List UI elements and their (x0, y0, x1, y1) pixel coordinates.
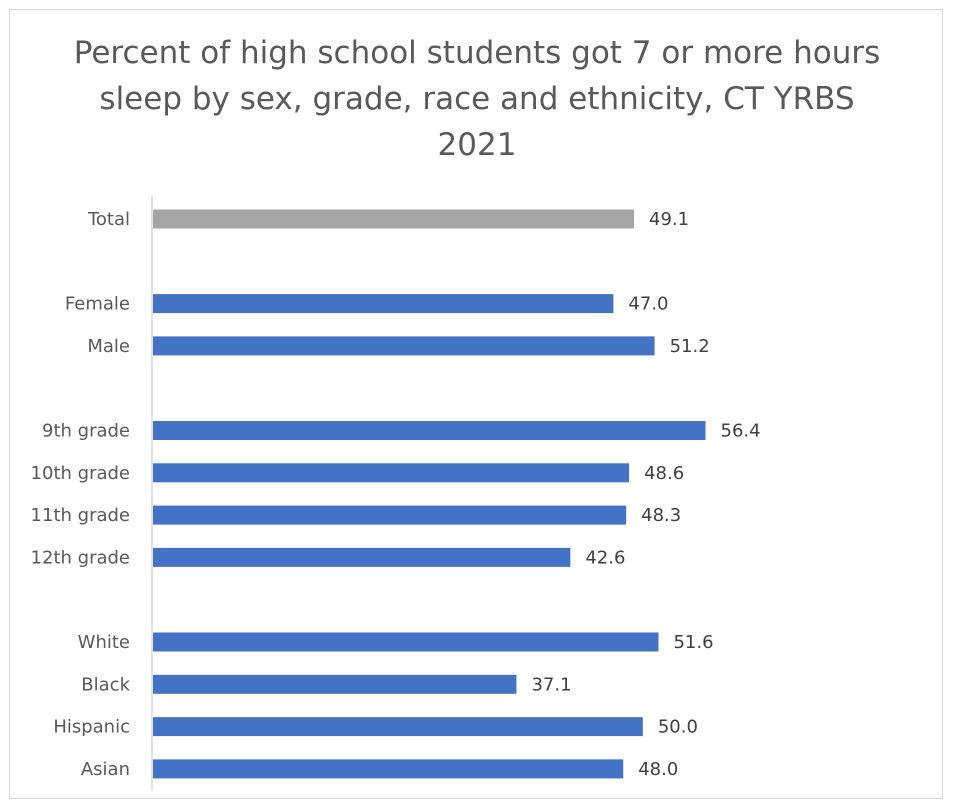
chart-title: Percent of high school students got 7 or… (73, 35, 881, 163)
data-label-12th-grade: 42.6 (585, 547, 625, 568)
data-label-11th-grade: 48.3 (641, 505, 681, 526)
bar-white (153, 632, 659, 652)
bar-male (153, 336, 655, 356)
data-label-asian: 48.0 (638, 759, 678, 780)
bar-female (153, 294, 614, 314)
bar-total (153, 209, 634, 229)
bar-9th-grade (153, 421, 706, 440)
data-label-black: 37.1 (531, 674, 571, 695)
category-label-white: White (78, 632, 130, 653)
data-label-9th-grade: 56.4 (721, 421, 761, 442)
data-label-male: 51.2 (670, 336, 710, 357)
bar-12th-grade (153, 547, 571, 567)
bar-black (153, 674, 517, 694)
category-label-11th-grade: 11th grade (31, 505, 130, 526)
category-label-male: Male (87, 336, 130, 357)
bar-10th-grade (153, 463, 630, 483)
category-label-12th-grade: 12th grade (31, 547, 130, 568)
chart-frame (9, 9, 943, 799)
data-label-female: 47.0 (628, 294, 668, 315)
data-label-white: 51.6 (673, 632, 713, 653)
data-label-10th-grade: 48.6 (644, 463, 684, 484)
data-label-hispanic: 50.0 (658, 717, 698, 738)
category-label-black: Black (81, 674, 130, 695)
category-label-10th-grade: 10th grade (31, 463, 130, 484)
data-label-total: 49.1 (649, 209, 689, 230)
bar-11th-grade (153, 505, 627, 525)
category-label-total: Total (87, 209, 130, 230)
bar-asian (153, 759, 624, 779)
category-label-female: Female (65, 294, 130, 315)
category-label-asian: Asian (81, 759, 130, 780)
category-label-hispanic: Hispanic (53, 717, 130, 738)
bar-hispanic (153, 717, 643, 737)
category-label-9th-grade: 9th grade (42, 421, 130, 442)
